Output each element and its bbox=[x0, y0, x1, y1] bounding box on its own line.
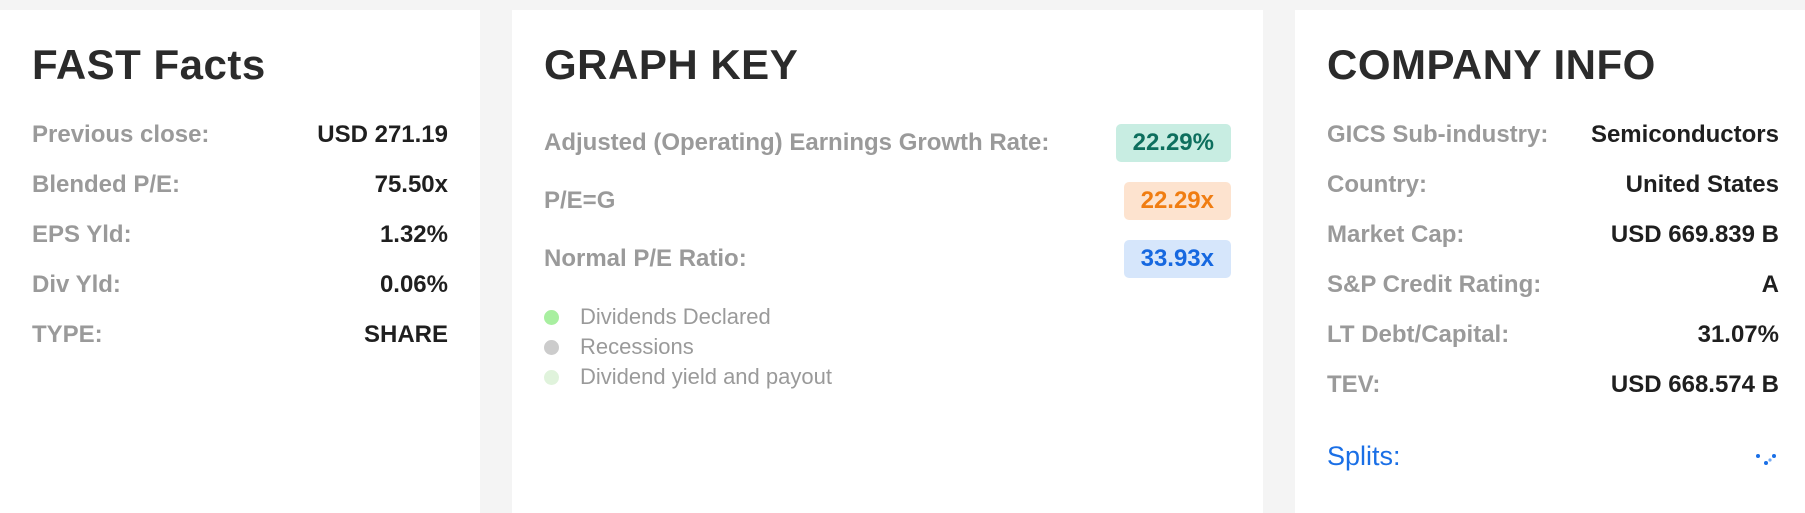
info-value: USD 669.839 B bbox=[1610, 221, 1779, 248]
legend-label: Dividends Declared bbox=[580, 304, 771, 329]
fast-fact-row: Div Yld: 0.06% bbox=[32, 260, 448, 310]
company-info-list: GICS Sub-industry: Semiconductors Countr… bbox=[1327, 110, 1779, 410]
splits-link[interactable]: Splits: bbox=[1327, 440, 1401, 471]
normal-pe-badge: 33.93x bbox=[1123, 240, 1231, 278]
fast-fact-row: EPS Yld: 1.32% bbox=[32, 210, 448, 260]
splits-row: Splits: bbox=[1327, 436, 1779, 476]
company-info-row: LT Debt/Capital: 31.07% bbox=[1327, 310, 1779, 360]
fact-value: SHARE bbox=[363, 321, 448, 348]
fact-value: USD 271.19 bbox=[317, 121, 448, 148]
graph-key-label: Adjusted (Operating) Earnings Growth Rat… bbox=[544, 129, 1050, 156]
graph-key-label: P/E=G bbox=[544, 187, 616, 214]
fact-value: 75.50x bbox=[374, 171, 448, 198]
graph-key-label: Normal P/E Ratio: bbox=[544, 245, 747, 272]
fact-value: 1.32% bbox=[379, 221, 448, 248]
fast-fact-row: Previous close: USD 271.19 bbox=[32, 110, 448, 160]
fact-label: EPS Yld: bbox=[32, 221, 132, 248]
info-label: GICS Sub-industry: bbox=[1327, 121, 1549, 148]
graph-key-row-normal-pe: Normal P/E Ratio: 33.93x bbox=[544, 230, 1231, 288]
fact-value: 0.06% bbox=[379, 271, 448, 298]
info-label: Country: bbox=[1327, 171, 1427, 198]
company-info-title: COMPANY INFO bbox=[1327, 41, 1656, 88]
company-info-row: Country: United States bbox=[1327, 160, 1779, 210]
fact-label: Blended P/E: bbox=[32, 171, 181, 198]
info-value: United States bbox=[1625, 171, 1779, 198]
legend-item-dividend-yield: Dividend yield and payout bbox=[544, 362, 1231, 392]
recessions-dot-icon bbox=[544, 339, 559, 355]
company-info-row: S&P Credit Rating: A bbox=[1327, 260, 1779, 310]
earnings-growth-badge: 22.29% bbox=[1115, 124, 1231, 162]
info-label: TEV: bbox=[1327, 371, 1381, 398]
info-value: Semiconductors bbox=[1590, 121, 1779, 148]
dividends-declared-dot-icon bbox=[544, 309, 559, 325]
fast-facts-title: FAST Facts bbox=[32, 41, 266, 88]
legend-label: Recessions bbox=[580, 334, 694, 359]
legend-item-dividends-declared: Dividends Declared bbox=[544, 302, 1231, 332]
info-label: S&P Credit Rating: bbox=[1327, 271, 1542, 298]
info-label: LT Debt/Capital: bbox=[1327, 321, 1510, 348]
graph-key-panel: GRAPH KEY Adjusted (Operating) Earnings … bbox=[512, 10, 1263, 513]
dividend-yield-dot-icon bbox=[544, 369, 559, 385]
company-info-row: TEV: USD 668.574 B bbox=[1327, 360, 1779, 410]
loading-spinner-icon[interactable] bbox=[1753, 443, 1779, 469]
company-info-row: GICS Sub-industry: Semiconductors bbox=[1327, 110, 1779, 160]
graph-legend: Dividends Declared Recessions Dividend y… bbox=[544, 302, 1231, 392]
legend-item-recessions: Recessions bbox=[544, 332, 1231, 362]
graph-key-row-earnings-growth: Adjusted (Operating) Earnings Growth Rat… bbox=[544, 114, 1231, 172]
graph-key-row-peg: P/E=G 22.29x bbox=[544, 172, 1231, 230]
fast-facts-list: Previous close: USD 271.19 Blended P/E: … bbox=[32, 110, 448, 360]
info-value: USD 668.574 B bbox=[1610, 371, 1779, 398]
legend-label: Dividend yield and payout bbox=[580, 364, 832, 389]
info-label: Market Cap: bbox=[1327, 221, 1465, 248]
fact-label: Div Yld: bbox=[32, 271, 121, 298]
info-value: 31.07% bbox=[1697, 321, 1779, 348]
info-value: A bbox=[1761, 271, 1779, 298]
fact-label: Previous close: bbox=[32, 121, 210, 148]
company-info-row: Market Cap: USD 669.839 B bbox=[1327, 210, 1779, 260]
company-info-panel: COMPANY INFO GICS Sub-industry: Semicond… bbox=[1295, 10, 1805, 513]
fact-label: TYPE: bbox=[32, 321, 103, 348]
fast-fact-row: TYPE: SHARE bbox=[32, 310, 448, 360]
peg-badge: 22.29x bbox=[1123, 182, 1231, 220]
graph-key-list: Adjusted (Operating) Earnings Growth Rat… bbox=[544, 114, 1231, 288]
graph-key-title: GRAPH KEY bbox=[544, 41, 799, 88]
fast-facts-panel: FAST Facts Previous close: USD 271.19 Bl… bbox=[0, 10, 480, 513]
fast-fact-row: Blended P/E: 75.50x bbox=[32, 160, 448, 210]
